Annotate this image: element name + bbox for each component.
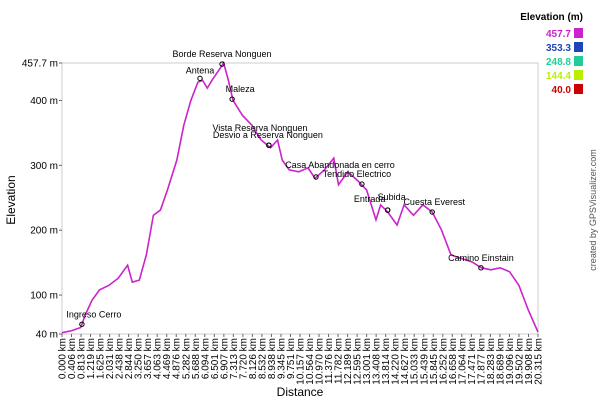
legend-label: 353.3 — [546, 43, 571, 54]
x-tick-label: 20.315 km — [534, 338, 545, 385]
x-tick-label: 13.814 km — [381, 338, 392, 385]
x-tick-label: 16.252 km — [438, 338, 449, 385]
x-tick-label: 8.532 km — [257, 338, 268, 379]
legend-label: 144.4 — [546, 71, 571, 82]
x-tick-label: 18.283 km — [486, 338, 497, 385]
x-tick-label: 4.876 km — [172, 338, 183, 379]
x-tick-label: 10.564 km — [305, 338, 316, 385]
waypoint — [359, 181, 365, 187]
x-tick-label: 6.907 km — [219, 338, 230, 379]
x-tick-label: 7.720 km — [238, 338, 249, 379]
legend-swatch — [574, 56, 583, 66]
waypoint-label: Subida — [378, 192, 406, 202]
x-tick-label: 2.438 km — [115, 338, 126, 379]
x-tick-label: 3.657 km — [143, 338, 154, 379]
x-tick-label: 13.001 km — [362, 338, 373, 385]
y-axis-label: Elevation — [4, 175, 18, 224]
x-tick-label: 19.096 km — [505, 338, 516, 385]
waypoint-label: Casa Abandonada en cerro — [285, 160, 395, 170]
waypoint-label: Camino Einstain — [448, 253, 514, 263]
x-tick-label: 4.469 km — [162, 338, 173, 379]
x-tick-label: 15.439 km — [419, 338, 430, 385]
x-tick-label: 19.502 km — [514, 338, 525, 385]
waypoint — [79, 321, 85, 327]
x-tick-label: 17.064 km — [457, 338, 468, 385]
y-tick-label: 100 m — [30, 291, 58, 302]
waypoint-label: Maleza — [226, 84, 255, 94]
legend-swatch — [574, 42, 583, 52]
waypoint — [478, 265, 484, 271]
x-tick-label: 3.250 km — [134, 338, 145, 379]
waypoint — [197, 75, 203, 82]
x-tick-label: 0.000 km — [58, 338, 69, 379]
waypoint — [266, 142, 272, 148]
x-tick-label: 0.406 km — [67, 338, 78, 379]
waypoint — [384, 207, 391, 213]
x-tick-label: 12.595 km — [353, 338, 364, 385]
credit: created by GPSVisualizer.com — [588, 149, 598, 270]
x-tick-label: 1.625 km — [96, 338, 107, 379]
x-tick-label: 9.345 km — [276, 338, 287, 379]
waypoint-label: Entrada — [354, 194, 386, 204]
y-tick-label: 300 m — [30, 161, 58, 172]
x-tick-label: 10.970 km — [315, 338, 326, 385]
y-tick-label: 200 m — [30, 226, 58, 237]
x-tick-label: 19.908 km — [524, 338, 535, 385]
x-tick-label: 5.688 km — [191, 338, 202, 379]
x-tick-label: 12.189 km — [343, 338, 354, 385]
x-tick-label: 1.219 km — [86, 338, 97, 379]
y-tick-label: 400 m — [30, 96, 58, 107]
x-tick-label: 8.938 km — [267, 338, 278, 379]
x-tick-label: 18.689 km — [495, 338, 506, 385]
legend-swatch — [574, 70, 583, 80]
x-tick-label: 10.157 km — [295, 338, 306, 385]
waypoint — [229, 96, 235, 102]
x-tick-label: 6.501 km — [210, 338, 221, 379]
y-tick-label: 457.7 m — [22, 59, 58, 70]
waypoint-label: Antena — [186, 65, 215, 75]
waypoint — [429, 209, 435, 215]
y-tick-label: 40 m — [36, 330, 58, 341]
x-tick-label: 16.658 km — [448, 338, 459, 385]
waypoint-label: Vista Reserva Nonguen — [212, 123, 307, 133]
waypoint-label: Tendido Electrico — [323, 169, 392, 179]
x-tick-label: 7.313 km — [229, 338, 240, 379]
x-tick-label: 14.627 km — [400, 338, 411, 385]
x-tick-label: 4.063 km — [153, 338, 164, 379]
legend-title: Elevation (m) — [520, 12, 583, 23]
x-tick-label: 6.094 km — [200, 338, 211, 379]
x-tick-label: 5.282 km — [181, 338, 192, 379]
waypoint-label: Desvio a Reserva Nonguen — [213, 130, 323, 140]
waypoint — [219, 61, 225, 67]
plot-frame — [61, 62, 539, 335]
waypoint-label: Cuesta Everest — [403, 197, 465, 207]
legend-label: 457.7 — [546, 29, 571, 40]
legend-label: 40.0 — [552, 85, 572, 96]
x-tick-label: 15.033 km — [410, 338, 421, 385]
x-tick-label: 13.408 km — [372, 338, 383, 385]
x-tick-label: 2.031 km — [105, 338, 116, 379]
x-tick-label: 0.813 km — [77, 338, 88, 379]
elevation-line — [61, 61, 539, 334]
waypoint — [313, 174, 319, 180]
waypoint-label: Ingreso Cerro — [66, 309, 121, 319]
waypoint-label: Borde Reserva Nonguen — [173, 49, 272, 59]
x-tick-label: 11.782 km — [334, 338, 345, 384]
x-tick-label: 11.376 km — [324, 338, 335, 384]
x-tick-label: 2.844 km — [124, 338, 135, 379]
x-tick-label: 14.220 km — [391, 338, 402, 385]
x-tick-label: 17.471 km — [467, 338, 478, 385]
x-tick-label: 8.126 km — [248, 338, 259, 379]
x-tick-label: 17.877 km — [476, 338, 487, 385]
legend-label: 248.8 — [546, 57, 571, 68]
x-tick-label: 15.845 km — [429, 338, 440, 385]
x-tick-label: 9.751 km — [286, 338, 297, 379]
x-axis-label: Distance — [277, 385, 324, 399]
legend-swatch — [574, 84, 583, 94]
legend-swatch — [574, 28, 583, 38]
